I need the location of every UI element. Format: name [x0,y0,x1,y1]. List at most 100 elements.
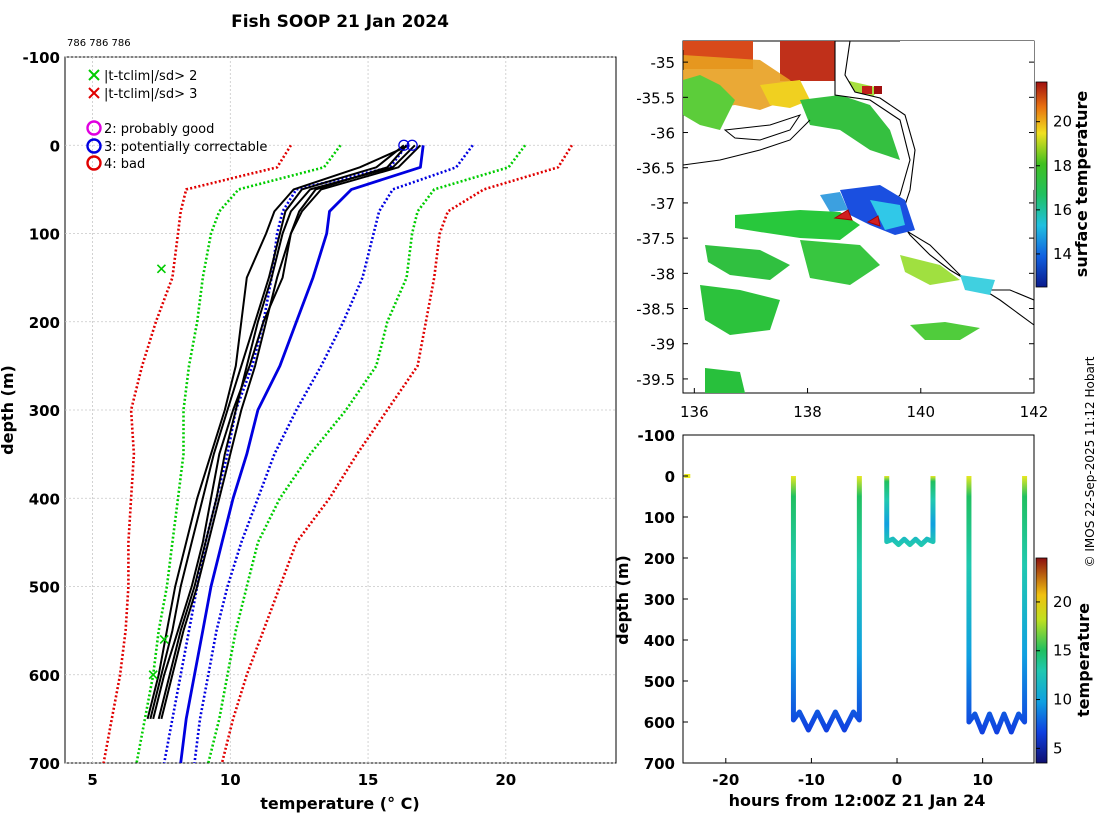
y-tick-label: 100 [29,226,60,244]
x-tick-label: -20 [712,771,739,789]
x-tick-label: 10 [220,771,241,789]
sst-patch [700,285,780,335]
y-tick-label: -38 [651,265,676,283]
ids-label: 786 786 786 [67,38,131,49]
series-line [160,144,422,720]
legend-label: 4: bad [104,157,145,172]
y-tick-label: 700 [29,755,60,773]
profile-panel: 5 10 15 20 -100 0 100 200 300 400 500 600 700 temper… [0,49,617,813]
y-tick-label: -36 [651,125,676,143]
x-tick-label: 0 [892,771,902,789]
x-tick-label: 5 [87,771,97,789]
y-tick-label: 600 [644,714,675,732]
sst-patch [874,86,882,94]
profile-ylabel: depth (m) [0,365,17,455]
x-tick-label: 142 [1020,403,1049,421]
dive-track [966,476,1028,735]
temperature-colorbar-label: temperature [1074,603,1093,717]
map-ticks: 136 138 140 142 -35 -35.5 -36 -36.5 -37 -37.5 -38 -… [636,54,1048,421]
legend-circle-marker [86,120,102,136]
dive-track [790,476,862,733]
sst-patch [820,192,848,212]
x-tick-label: 136 [680,403,709,421]
sst-patch [910,322,980,340]
y-tick-label: 500 [644,673,675,691]
series-line [207,144,527,764]
y-tick-label: 200 [29,314,60,332]
timedepth-data [684,474,1028,735]
sst-patch [862,86,872,94]
y-tick-label: 300 [644,591,675,609]
sst-patch [960,275,995,295]
legend-circle-marker [86,138,102,154]
y-tick-label: -35 [651,54,676,72]
profile-lines [102,139,574,764]
flag-x-marker [159,634,169,645]
flag-circle-marker [398,139,410,151]
series-line [102,144,293,764]
flag-x-marker [156,264,166,274]
colorbar-tick-label: 20 [1053,593,1072,611]
coastline [683,119,811,166]
x-tick-label: 140 [906,403,935,421]
y-tick-label: 600 [29,667,60,685]
y-tick-label: 200 [644,550,675,568]
x-tick-label: 138 [793,403,822,421]
y-tick-label: -38.5 [636,301,675,319]
colorbar-tick-label: 15 [1053,642,1072,660]
legend-circle-marker [86,155,102,171]
x-tick-label: 15 [358,771,379,789]
series-line [157,144,416,720]
series-line [193,144,474,764]
track-marker [833,209,853,221]
y-tick-label: 700 [644,755,675,773]
y-tick-label: -37 [651,195,676,213]
sst-field [683,41,1034,393]
sst-patch [760,80,810,108]
y-tick-label: -35.5 [636,89,675,107]
timedepth-ylabel: depth (m) [613,555,632,645]
sst-patch [683,75,735,130]
timedepth-xlabel: hours from 12:00Z 21 Jan 24 [729,791,986,810]
colorbar-tick-label: 14 [1053,245,1072,263]
temperature-colorbar [1035,557,1048,764]
series-line [135,144,342,764]
legend-label: |t-tclim|/sd> 3 [104,87,197,102]
legend-x-marker [88,87,100,99]
y-tick-label: -100 [637,427,675,445]
colorbar-tick-label: 20 [1053,113,1072,131]
sst-colorbar-label: surface temperature [1072,91,1091,278]
series-line [149,144,405,720]
y-tick-label: 0 [665,468,675,486]
y-tick-label: -39.5 [636,371,675,389]
figure-title: Fish SOOP 21 Jan 2024 [231,12,449,32]
legend-label: 3: potentially correctable [104,140,267,155]
land [900,41,1034,190]
x-tick-label: 10 [972,771,993,789]
colorbar-tick-label: 10 [1053,691,1072,709]
x-tick-label: 20 [495,771,516,789]
y-tick-label: -37.5 [636,230,675,248]
copyright: © IMOS 22-Sep-2025 11:12 Hobart [1083,356,1097,567]
sst-patch [735,210,860,240]
sst-patch [705,368,745,393]
sst-patch [705,245,790,280]
temperature-colorbar-ticks: 5 10 15 20 [1036,593,1072,757]
legend: |t-tclim|/sd> 2 |t-tclim|/sd> 3 2: probabl… [86,69,267,172]
colorbar-tick-label: 18 [1053,157,1072,175]
sst-patch [870,200,905,230]
legend-label: |t-tclim|/sd> 2 [104,69,197,84]
dive-track [884,476,936,548]
y-tick-label: -100 [22,49,60,67]
x-tick-label: -10 [798,771,825,789]
colorbar-tick-label: 16 [1053,201,1072,219]
y-tick-label: 400 [29,490,60,508]
y-tick-label: 500 [29,579,60,597]
y-tick-label: 100 [644,509,675,527]
y-tick-label: 0 [50,137,60,155]
sst-colorbar [1035,81,1048,288]
flag-x-marker [148,670,158,680]
